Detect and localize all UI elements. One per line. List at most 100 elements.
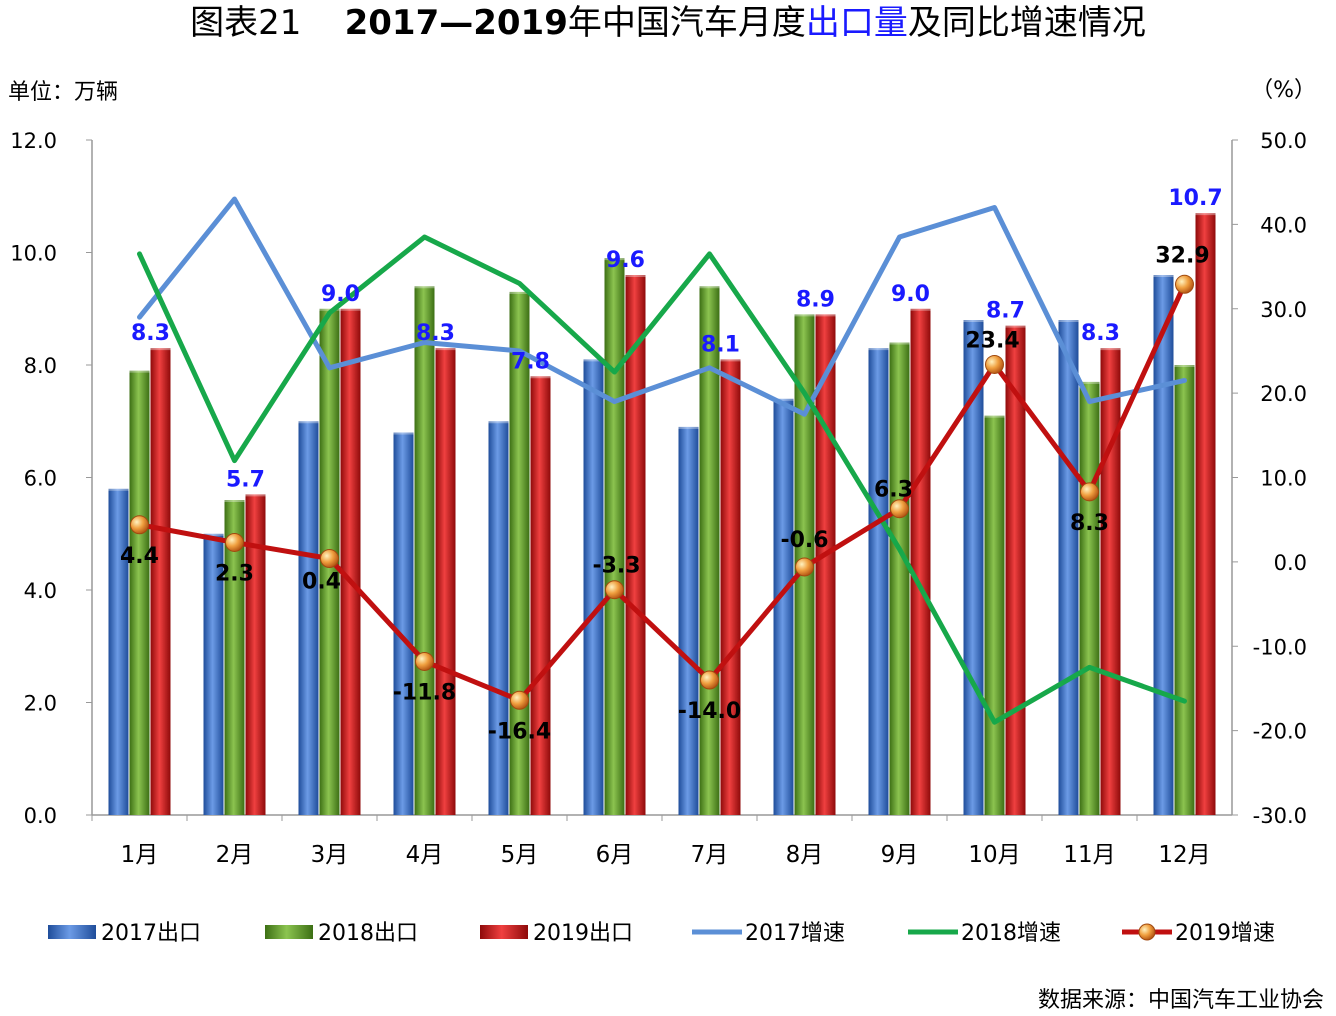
bar-2017出口 <box>1153 275 1174 815</box>
bar-cap-2017出口 <box>1058 317 1079 322</box>
bar-cap-2017出口 <box>488 418 509 424</box>
bar-cap-2019出口 <box>815 311 836 317</box>
bar-2018出口 <box>889 342 910 815</box>
bar-2019出口 <box>720 359 741 815</box>
left-tick-label: 10.0 <box>10 242 57 266</box>
legend-label: 2017增速 <box>745 921 845 946</box>
category-label: 9月 <box>881 842 919 868</box>
bar-cap-2018出口 <box>794 311 815 317</box>
category-label: 1月 <box>121 842 159 868</box>
bar-2017出口 <box>868 348 889 815</box>
legend: 2017出口 2018出口 2019出口 2017增速 2018增速 2019增速 <box>48 921 1275 946</box>
line-2019增速 <box>137 281 1187 703</box>
bar-2019出口 <box>910 308 931 815</box>
growth-value-label: -14.0 <box>678 699 741 724</box>
legend-swatch-2019出口 <box>480 925 528 939</box>
marker-2019增速 <box>605 580 624 600</box>
bar-value-label: 9.6 <box>606 248 645 273</box>
bar-cap-2019出口 <box>1195 210 1216 216</box>
growth-value-label: 2.3 <box>215 561 254 586</box>
category-label: 8月 <box>786 842 824 868</box>
line-2018增速 <box>137 234 1187 725</box>
bar-cap-2018出口 <box>699 283 720 289</box>
line-2017增速 <box>137 196 1187 417</box>
title-highlight: 出口量 <box>805 3 908 43</box>
bar-cap-2019出口 <box>245 491 266 497</box>
marker-2019增速 <box>225 532 244 552</box>
bar-cap-2018出口 <box>1174 362 1195 367</box>
title-years: 2017—2019 <box>344 3 568 43</box>
category-label: 4月 <box>406 842 444 868</box>
bar-2019出口 <box>340 308 361 815</box>
bar-value-label: 10.7 <box>1168 186 1222 211</box>
bar-value-label: 9.0 <box>321 282 360 307</box>
growth-value-label: 23.4 <box>965 328 1019 353</box>
bar-cap-2019出口 <box>720 356 741 362</box>
bar-cap-2017出口 <box>203 530 224 536</box>
bar-2019出口 <box>1195 213 1216 815</box>
legend-swatch-2017出口 <box>48 925 96 939</box>
bar-cap-2017出口 <box>298 418 319 424</box>
right-tick-label: 0.0 <box>1274 551 1307 575</box>
bar-cap-2018出口 <box>224 497 245 502</box>
bar-2018出口 <box>224 500 245 815</box>
bar-cap-2017出口 <box>393 429 414 435</box>
bar-value-label: 8.1 <box>701 332 740 357</box>
growth-value-label: 8.3 <box>1070 511 1109 536</box>
right-axis-unit: （%） <box>1251 78 1316 103</box>
bar-cap-2019出口 <box>435 345 456 351</box>
right-tick-label: 30.0 <box>1260 298 1307 322</box>
bar-2019出口 <box>435 348 456 815</box>
right-tick-label: -30.0 <box>1253 804 1307 828</box>
left-axis-unit: 单位：万辆 <box>8 80 119 105</box>
growth-value-label: -11.8 <box>393 680 456 705</box>
bars <box>108 210 1216 815</box>
bar-2019出口 <box>625 275 646 815</box>
bar-value-label: 8.3 <box>416 321 455 346</box>
left-tick-label: 8.0 <box>24 354 57 378</box>
right-tick-label: 20.0 <box>1260 382 1307 406</box>
bar-value-label: 5.7 <box>226 467 265 492</box>
bar-value-label: 8.9 <box>796 287 835 312</box>
bar-2019出口 <box>1005 325 1026 815</box>
title-mid: 年中国汽车月度 <box>567 3 806 43</box>
bar-value-label: 9.0 <box>891 282 930 307</box>
bar-cap-2017出口 <box>1153 272 1174 277</box>
growth-value-label: 0.4 <box>302 570 341 595</box>
title-prefix: 图表21 <box>190 3 302 43</box>
bar-value-label: 8.7 <box>986 299 1025 324</box>
bar-cap-2017出口 <box>773 395 794 401</box>
marker-2019增速 <box>890 499 909 519</box>
legend-swatch-2018出口 <box>265 925 313 939</box>
growth-value-label: 4.4 <box>120 544 159 569</box>
bar-2018出口 <box>129 370 150 815</box>
legend-label: 2018增速 <box>961 921 1061 946</box>
bar-cap-2019出口 <box>625 272 646 277</box>
axes: 0.0 2.0 4.0 6.0 8.0 10.0 12.0 -30.0 -20.0 -10.0 0.… <box>10 129 1307 868</box>
left-tick-label: 4.0 <box>24 579 57 603</box>
category-label: 6月 <box>596 842 634 868</box>
bar-2019出口 <box>150 348 171 815</box>
bar-2018出口 <box>984 415 1005 815</box>
category-label: 7月 <box>691 842 729 868</box>
bar-cap-2019出口 <box>340 305 361 311</box>
right-tick-label: 50.0 <box>1260 129 1307 153</box>
bar-cap-2018出口 <box>889 339 910 345</box>
legend-label: 2017出口 <box>101 921 201 946</box>
marker-2019增速 <box>795 557 814 577</box>
bar-cap-2018出口 <box>319 305 340 311</box>
marker-2019增速 <box>1175 274 1194 294</box>
bar-2017出口 <box>583 359 604 815</box>
bar-2017出口 <box>203 533 224 815</box>
bar-2018出口 <box>509 291 530 815</box>
category-label: 3月 <box>311 842 349 868</box>
growth-value-label: 6.3 <box>874 478 913 503</box>
bar-cap-2018出口 <box>509 288 530 294</box>
bar-2017出口 <box>1058 320 1079 815</box>
bar-2018出口 <box>414 286 435 815</box>
marker-2019增速 <box>1080 482 1099 502</box>
bar-2017出口 <box>298 421 319 815</box>
legend-label: 2019出口 <box>533 921 633 946</box>
bar-cap-2019出口 <box>910 305 931 311</box>
